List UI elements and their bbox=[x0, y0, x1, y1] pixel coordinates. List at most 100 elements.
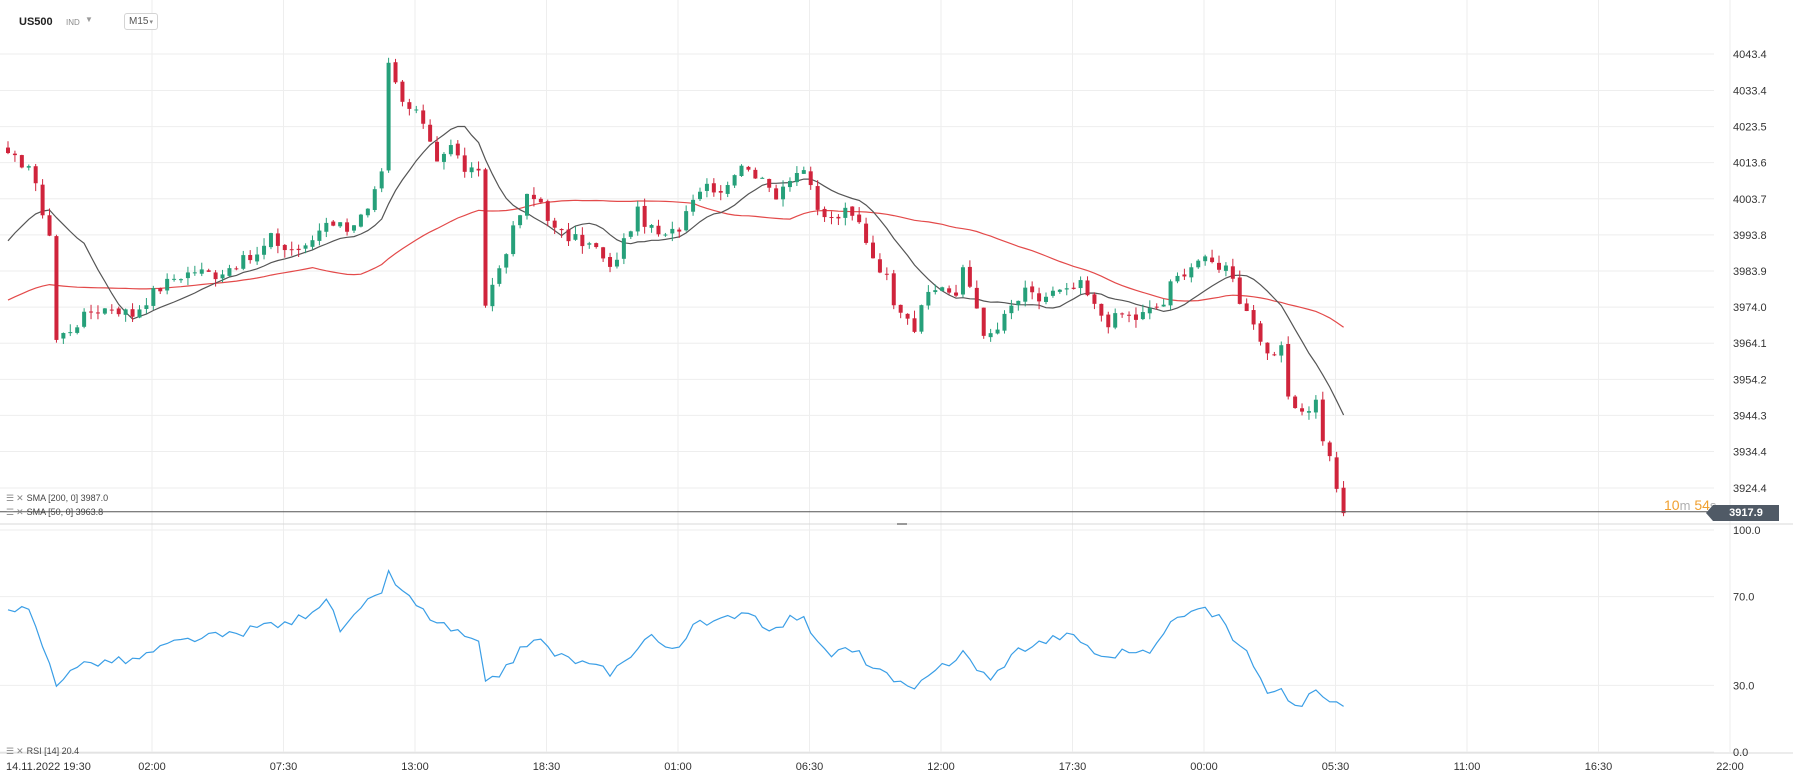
candle-body bbox=[1140, 312, 1145, 320]
settings-icon[interactable]: ☰ bbox=[6, 746, 15, 756]
candle-body bbox=[47, 215, 52, 236]
candle-body bbox=[559, 229, 564, 231]
candle-body bbox=[206, 270, 211, 272]
candle-body bbox=[61, 333, 66, 339]
remove-icon[interactable]: ✕ bbox=[16, 507, 24, 517]
candle-body bbox=[656, 225, 661, 235]
candle-body bbox=[137, 309, 142, 318]
countdown-minutes: 10 bbox=[1664, 497, 1680, 513]
candle-body bbox=[1023, 287, 1028, 302]
candle-body bbox=[1203, 256, 1208, 262]
candle-body bbox=[1320, 399, 1325, 442]
candle-body bbox=[905, 313, 910, 319]
candle-body bbox=[331, 221, 336, 226]
candle-body bbox=[130, 309, 135, 317]
candle-body bbox=[1244, 303, 1249, 312]
candle-body bbox=[621, 238, 626, 259]
candle-body bbox=[116, 308, 121, 315]
candle-body bbox=[26, 166, 31, 168]
candle-body bbox=[428, 124, 433, 142]
candle-body bbox=[123, 309, 128, 315]
candle-body bbox=[725, 185, 730, 194]
symbol-dropdown-icon[interactable]: ▼ bbox=[85, 15, 93, 24]
candle-body bbox=[33, 166, 38, 184]
candle-body bbox=[379, 171, 384, 189]
candle-body bbox=[573, 234, 578, 240]
candle-body bbox=[933, 290, 938, 293]
candle-body bbox=[1050, 290, 1055, 296]
candle-body bbox=[282, 244, 287, 251]
candle-body bbox=[1279, 345, 1284, 356]
candle-body bbox=[490, 284, 495, 307]
candle-body bbox=[54, 236, 59, 340]
price-tick-label: 3954.2 bbox=[1733, 374, 1767, 386]
candle-body bbox=[511, 225, 516, 255]
candle-body bbox=[1030, 286, 1035, 293]
price-tick-label: 3983.9 bbox=[1733, 266, 1767, 278]
candle-body bbox=[185, 272, 190, 279]
candle-body bbox=[531, 194, 536, 200]
candle-body bbox=[234, 268, 239, 270]
candle-body bbox=[746, 166, 751, 170]
candle-body bbox=[926, 291, 931, 306]
timeframe-chevron-icon: ▾ bbox=[149, 19, 153, 26]
candle-body bbox=[1223, 265, 1228, 271]
candle-body bbox=[1037, 293, 1042, 302]
time-tick-label: 13:00 bbox=[401, 761, 429, 773]
candle-body bbox=[365, 208, 370, 216]
candle-body bbox=[220, 274, 225, 279]
price-tick-label: 3924.4 bbox=[1733, 483, 1767, 495]
timeframe-button[interactable]: M15▾ bbox=[124, 13, 158, 30]
symbol-name[interactable]: US500 bbox=[19, 16, 53, 28]
time-tick-label: 01:00 bbox=[664, 761, 692, 773]
candle-body bbox=[614, 259, 619, 267]
settings-icon[interactable]: ☰ bbox=[6, 493, 15, 503]
candle-body bbox=[767, 178, 772, 188]
candle-body bbox=[40, 184, 45, 216]
candle-body bbox=[310, 240, 315, 247]
price-axis: 4043.4 4033.4 4023.5 4013.6 4003.7 3993.8 3983… bbox=[1733, 49, 1767, 495]
candle-body bbox=[324, 222, 329, 232]
candle-body bbox=[19, 155, 24, 168]
candle-body bbox=[358, 214, 363, 227]
rsi-legend-label: RSI [14] 20.4 bbox=[26, 746, 80, 756]
candle-body bbox=[1237, 277, 1242, 304]
time-tick-label: 14.11.2022 19:30 bbox=[6, 761, 91, 773]
candle-body bbox=[843, 207, 848, 218]
remove-icon[interactable]: ✕ bbox=[16, 746, 24, 756]
sma200-legend-label: SMA [200, 0] 3987.0 bbox=[26, 493, 109, 503]
candle-body bbox=[1085, 280, 1090, 296]
candle-body bbox=[967, 266, 972, 287]
candle-body bbox=[1258, 323, 1263, 342]
pane-resize-handle[interactable] bbox=[897, 523, 907, 525]
candle-body bbox=[815, 186, 820, 210]
candle-body bbox=[891, 273, 896, 306]
rsi-tick-label: 100.0 bbox=[1733, 525, 1761, 537]
candle-body bbox=[89, 311, 94, 313]
rsi-tick-label: 30.0 bbox=[1733, 680, 1754, 692]
sma200-path bbox=[7, 199, 1344, 328]
candle-body bbox=[400, 81, 405, 102]
candle-body bbox=[850, 206, 855, 216]
candle-body bbox=[981, 307, 986, 336]
remove-icon[interactable]: ✕ bbox=[16, 493, 24, 503]
rsi-tick-label: 0.0 bbox=[1733, 747, 1748, 759]
candle-body bbox=[296, 248, 301, 251]
sma200-line bbox=[7, 199, 1344, 328]
candle-body bbox=[808, 171, 813, 186]
settings-icon[interactable]: ☰ bbox=[6, 507, 15, 517]
candle-body bbox=[407, 102, 412, 109]
price-tick-label: 3974.0 bbox=[1733, 302, 1767, 314]
sma50-legend-label: SMA [50, 0] 3963.8 bbox=[26, 507, 104, 517]
candle-body bbox=[718, 190, 723, 193]
candle-body bbox=[1057, 289, 1062, 292]
candle-body bbox=[504, 254, 509, 268]
candle-body bbox=[1009, 305, 1014, 314]
candle-body bbox=[836, 216, 841, 219]
candle-body bbox=[912, 318, 917, 332]
countdown-seconds: 54 bbox=[1694, 497, 1710, 513]
candle-body bbox=[642, 205, 647, 227]
candle-body bbox=[974, 287, 979, 309]
candle-body bbox=[1078, 280, 1083, 289]
